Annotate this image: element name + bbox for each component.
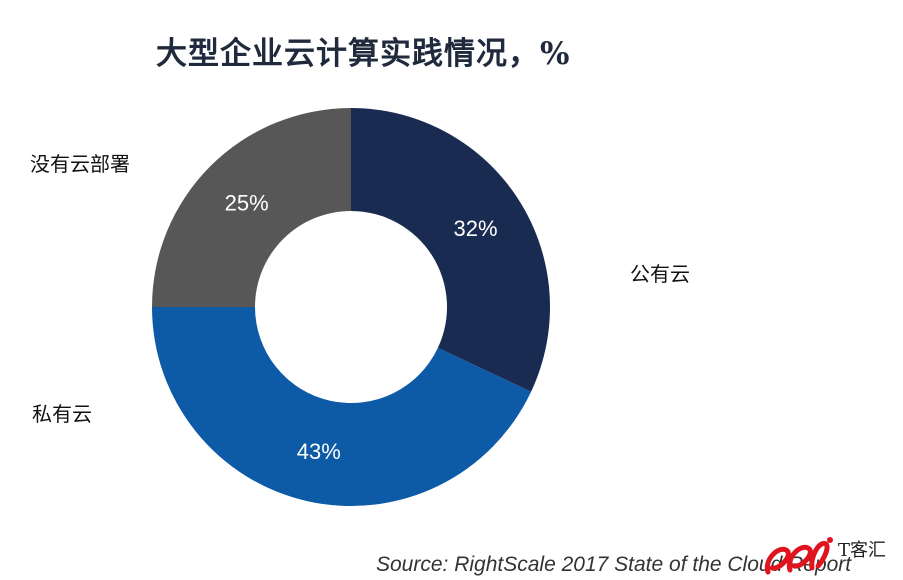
- data-label-public-cloud: 32%: [454, 216, 498, 241]
- data-label-private-cloud: 43%: [297, 439, 341, 464]
- slice-no-cloud: [152, 108, 351, 307]
- watermark-logo: [764, 537, 833, 575]
- chart-title: 大型企业云计算实践情况，%: [156, 36, 571, 72]
- category-label-private-cloud: 私有云: [32, 402, 92, 426]
- category-label-no-cloud: 没有云部署: [30, 152, 130, 176]
- slice-private-cloud: [152, 307, 532, 507]
- watermark-logo-dot: [827, 537, 833, 543]
- category-label-public-cloud: 公有云: [630, 262, 690, 286]
- source-note: Source: RightScale 2017 State of the Clo…: [376, 553, 852, 576]
- watermark-logo-mark: [764, 540, 830, 575]
- slice-public-cloud: [351, 108, 550, 392]
- data-label-no-cloud: 25%: [225, 191, 269, 216]
- watermark-text: T客汇: [838, 540, 887, 561]
